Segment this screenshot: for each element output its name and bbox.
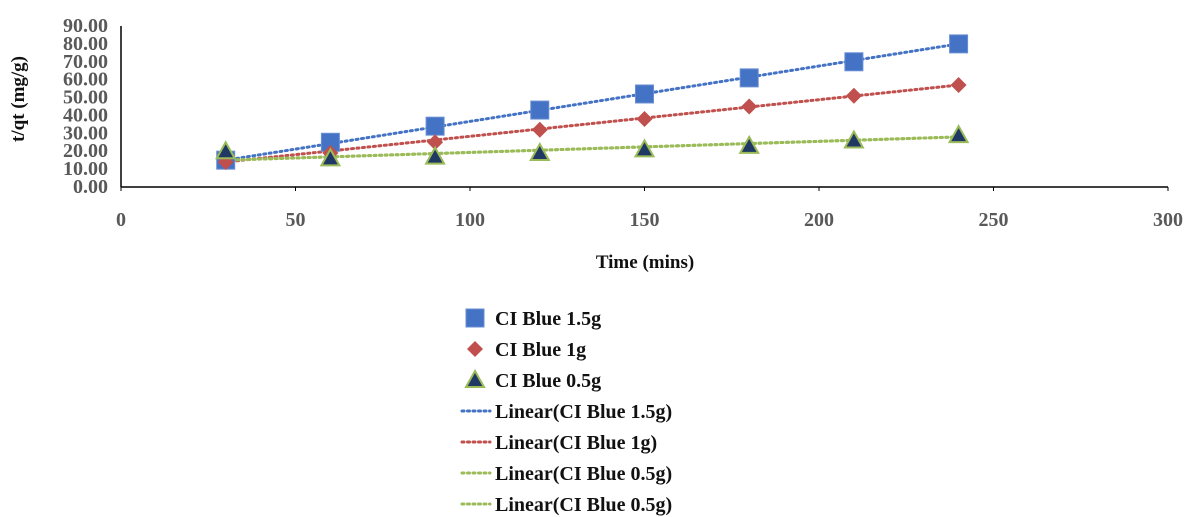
y-tick-label: 20.00	[63, 140, 108, 162]
y-tick-label: 30.00	[63, 122, 108, 144]
point-triangle-7	[843, 129, 865, 149]
point-triangle-4	[529, 141, 551, 162]
y-tick-label: 90.00	[63, 15, 108, 37]
legend-label: Linear(CI Blue 0.5g)	[495, 494, 672, 516]
legend-label: Linear(CI Blue 0.5g)	[495, 463, 672, 485]
x-axis-title: Time (mins)	[596, 252, 694, 273]
point-triangle-1	[214, 140, 237, 160]
y-tick-label: 60.00	[63, 69, 108, 91]
point-triangle-2	[319, 147, 342, 167]
point-triangle-6	[738, 134, 760, 154]
legend: CI Blue 1.5g CI Blue 1g CI Blue 0.5g Linear…	[460, 308, 672, 516]
legend-marker-1	[465, 308, 485, 328]
x-tick-label: 0	[116, 209, 126, 231]
y-tick-label: 70.00	[63, 51, 108, 73]
y-tick-label: 80.00	[63, 33, 108, 55]
point-square-5	[635, 84, 654, 104]
point-diamond-7	[845, 87, 862, 104]
data-points	[214, 34, 970, 170]
trendlines	[224, 42, 961, 164]
x-tick-label: 50	[286, 209, 306, 231]
point-triangle-3	[424, 145, 446, 165]
y-axis-title: t/qt (mg/g)	[8, 56, 29, 142]
legend-label: CI Blue 0.5g	[495, 370, 601, 392]
y-tick-label: 50.00	[63, 87, 108, 109]
legend-marker-2	[467, 341, 483, 357]
point-square-3	[425, 116, 445, 136]
point-square-4	[530, 100, 550, 120]
y-tick-label: 10.00	[63, 158, 108, 180]
point-diamond-4	[531, 121, 548, 138]
legend-label: Linear(CI Blue 1g)	[495, 432, 657, 454]
x-tick-label: 300	[1153, 209, 1183, 231]
trendline-2	[224, 83, 961, 164]
legend-marker-3	[464, 368, 486, 388]
point-diamond-8	[950, 77, 967, 94]
trendline-4	[224, 135, 961, 162]
x-tick-label: 100	[455, 209, 485, 231]
y-tick-label: 40.00	[63, 104, 108, 126]
x-tick-label: 250	[979, 209, 1009, 231]
point-square-8	[949, 34, 969, 54]
legend-label: CI Blue 1g	[495, 339, 586, 361]
axes: 0 50 100 150 200 250 300 0.0010.0020.0030.0040.…	[63, 15, 1183, 231]
trendline-1	[224, 42, 961, 162]
legend-label: CI Blue 1.5g	[495, 308, 601, 330]
point-diamond-6	[741, 98, 758, 115]
x-tick-label: 150	[630, 209, 660, 231]
y-tick-label: 0.00	[73, 176, 108, 198]
x-tick-label: 200	[804, 209, 834, 231]
point-triangle-5	[633, 138, 656, 158]
legend-label: Linear(CI Blue 1.5g)	[495, 401, 672, 423]
point-square-6	[739, 68, 759, 88]
point-diamond-3	[427, 134, 444, 151]
point-diamond-5	[636, 111, 653, 128]
point-square-7	[844, 52, 864, 72]
point-triangle-8	[947, 124, 970, 144]
